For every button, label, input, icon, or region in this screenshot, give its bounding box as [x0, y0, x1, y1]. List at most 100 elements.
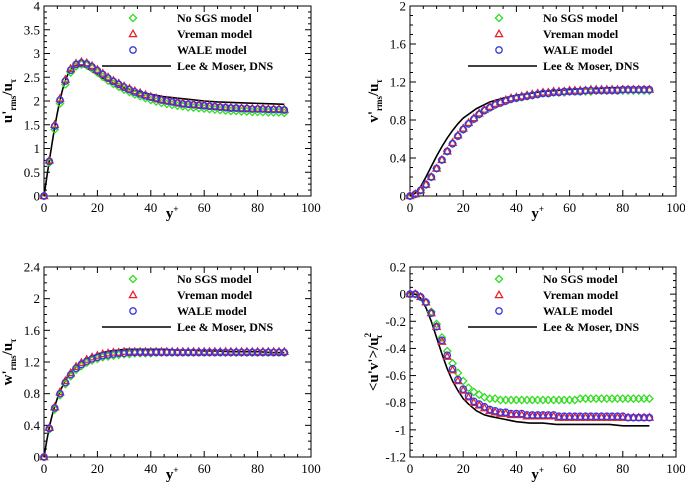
series-diamond [405, 289, 654, 405]
legend-label: No SGS model [177, 272, 252, 286]
y-axis-label-sub: rms [374, 96, 384, 111]
panel-vrms: 0 20 40 60 80 100 0 0.4 0.8 1.2 1.6 2 y+ v'rms/uτ No S… [366, 0, 685, 222]
y-tick-label: 1.2 [24, 355, 40, 370]
data-point [459, 125, 468, 134]
data-point [221, 348, 230, 357]
legend: No SGS model Vreman model WALE model Lee & … [102, 11, 274, 73]
data-point [61, 378, 70, 387]
data-point [565, 412, 574, 421]
legend-label: WALE model [543, 304, 613, 318]
data-point [253, 348, 262, 357]
data-point [581, 86, 590, 95]
data-point [195, 101, 203, 110]
y-tick-label: 0.8 [24, 386, 40, 401]
data-point [442, 351, 452, 360]
data-point [195, 348, 203, 357]
legend-marker [129, 46, 137, 54]
data-point [157, 96, 166, 104]
data-point [56, 96, 64, 104]
legend-marker [494, 274, 504, 284]
x-tick-label: 0 [407, 461, 414, 476]
legend-marker [128, 13, 138, 23]
legend: No SGS model Vreman model WALE model Lee & … [102, 272, 274, 334]
data-point [93, 66, 102, 75]
data-point [453, 375, 463, 385]
x-tick-label: 80 [616, 200, 629, 215]
data-point [581, 412, 590, 421]
data-point [92, 64, 103, 73]
data-point [459, 385, 468, 393]
data-point [264, 105, 273, 114]
data-point [629, 85, 638, 94]
data-point [88, 354, 96, 363]
data-point [475, 110, 484, 119]
legend-marker [495, 307, 503, 315]
y-tick-label: 0 [400, 287, 407, 302]
data-point [592, 86, 601, 95]
legend-label: No SGS model [543, 272, 618, 286]
data-point [634, 413, 643, 422]
data-point [565, 87, 574, 96]
legend-marker [494, 289, 504, 299]
data-point [76, 56, 87, 66]
legend-label: WALE model [543, 43, 613, 57]
data-point [463, 392, 474, 401]
data-point [162, 97, 171, 105]
y-axis-label-mid: /u [0, 83, 16, 97]
data-point [50, 122, 59, 131]
legend-marker [494, 13, 504, 23]
y-axis-label-sub2: τ [8, 338, 18, 343]
data-point [411, 190, 420, 198]
data-point [211, 348, 219, 357]
x-tick-label: 80 [616, 461, 629, 476]
x-axis-label-main: y [531, 206, 539, 222]
y-axis-label-mid: /u [366, 83, 382, 97]
data-point [275, 105, 283, 114]
legend-label: Lee & Moser, DNS [543, 59, 640, 73]
data-point [269, 105, 278, 114]
data-point [432, 319, 442, 329]
x-tick-label: 20 [457, 200, 470, 215]
data-point [50, 404, 59, 412]
data-point [555, 88, 563, 97]
x-axis-label-sup: + [173, 204, 178, 214]
data-point [103, 72, 113, 81]
data-point [162, 348, 171, 357]
data-point [528, 411, 537, 419]
series-circle [40, 59, 289, 200]
y-tick-label: 1 [34, 141, 41, 156]
y-axis-label-sub: rms [8, 95, 18, 110]
legend-label: Lee & Moser, DNS [177, 320, 274, 334]
legend-label: Lee & Moser, DNS [543, 320, 640, 334]
legend-label: Vreman model [543, 288, 619, 302]
data-point [464, 383, 474, 393]
data-point [443, 351, 452, 360]
data-point [173, 99, 182, 107]
data-point [72, 364, 80, 373]
x-tick-label: 100 [666, 200, 685, 215]
data-point [479, 392, 489, 402]
data-point [507, 409, 515, 418]
y-tick-label: 2 [34, 94, 41, 109]
y-axis-label-sub2: τ [8, 78, 18, 83]
y-tick-label: -1 [395, 422, 406, 437]
x-tick-label: 0 [41, 200, 48, 215]
data-point [469, 112, 479, 122]
data-point [141, 348, 150, 357]
data-point [108, 75, 119, 84]
y-tick-label: 1.5 [24, 117, 40, 132]
y-axis-label-sub2: τ [374, 78, 384, 83]
data-point [597, 412, 606, 421]
series-triangle [39, 56, 290, 200]
data-point [437, 336, 447, 345]
x-tick-label: 100 [666, 461, 685, 476]
data-point [416, 293, 425, 301]
series-circle [406, 85, 654, 200]
data-point [576, 412, 585, 421]
data-point [485, 405, 494, 414]
data-point [523, 411, 531, 419]
series-dns-line [43, 64, 285, 197]
data-point [427, 173, 436, 181]
data-point [104, 351, 112, 359]
x-axis-label-main: y [166, 206, 174, 222]
